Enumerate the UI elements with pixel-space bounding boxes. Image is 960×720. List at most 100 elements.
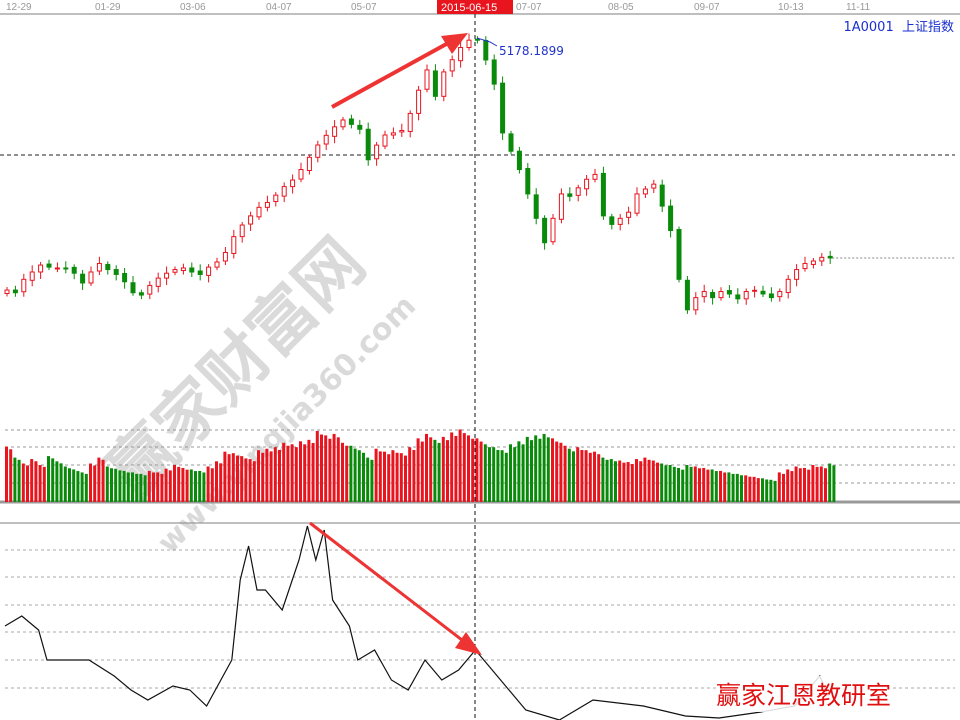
volume-bar	[5, 446, 8, 502]
x-tick-label: 11-11	[846, 2, 871, 13]
x-tick-label: 05-07	[351, 2, 377, 13]
candle	[29, 271, 35, 281]
volume-bar	[622, 462, 626, 502]
symbol-label: 1A0001 上证指数	[843, 16, 954, 35]
volume-bar	[769, 479, 773, 502]
candle	[600, 172, 606, 217]
volume-bar	[156, 472, 160, 502]
candle	[416, 89, 422, 114]
candle	[710, 291, 716, 299]
candle	[458, 47, 464, 62]
volume-bar	[832, 465, 836, 502]
x-tick-label: 12-29	[6, 2, 32, 13]
volume-bar	[635, 459, 638, 502]
volume-bar	[504, 452, 508, 502]
volume-bar	[110, 468, 113, 502]
candle	[63, 267, 69, 270]
volume-bar	[362, 452, 365, 502]
candle	[348, 118, 354, 125]
volume-bar	[601, 457, 605, 502]
candle	[365, 128, 371, 161]
volume-bar	[34, 461, 38, 502]
volume-bar	[656, 462, 659, 502]
volume-bar	[513, 447, 517, 502]
volume-bar	[572, 451, 575, 502]
volume-bar	[404, 455, 407, 502]
volume-bar	[761, 478, 764, 502]
volume-bar	[630, 464, 634, 502]
volume-bar	[223, 451, 227, 502]
candle	[768, 293, 774, 299]
candle	[743, 291, 749, 300]
volume-bar	[664, 465, 668, 502]
volume-bar	[72, 469, 76, 502]
volume-bar	[429, 437, 433, 502]
volume-bar	[773, 480, 777, 502]
volume-bar	[315, 430, 319, 502]
candle	[735, 294, 741, 300]
volume-bar	[152, 472, 155, 502]
candle	[827, 255, 833, 259]
candle	[701, 291, 707, 298]
volume-bar	[551, 438, 554, 502]
candle	[802, 262, 808, 270]
candle	[483, 39, 489, 61]
volume-bar	[185, 469, 189, 502]
volume-bar	[794, 466, 798, 502]
volume-bar	[51, 458, 55, 502]
volume-bar	[257, 450, 260, 502]
candle	[332, 126, 338, 137]
volume-bar	[803, 467, 806, 502]
volume-bar	[643, 457, 647, 502]
volume-bar	[118, 470, 122, 502]
candle	[508, 133, 514, 152]
volume-bar	[252, 461, 256, 502]
candle	[323, 134, 329, 145]
volume-bar	[332, 433, 336, 502]
candle	[197, 270, 203, 275]
volume-bar	[790, 471, 794, 502]
volume-bar	[538, 438, 542, 502]
volume-bar	[555, 441, 559, 502]
candle	[550, 217, 556, 243]
candle	[491, 59, 497, 85]
candle	[726, 290, 732, 295]
symbol-name: 上证指数	[901, 20, 954, 35]
candle	[180, 267, 186, 272]
volume-bar	[374, 448, 378, 502]
volume-bar	[647, 459, 651, 502]
volume-bar	[219, 463, 223, 502]
crosshair-date-box	[437, 0, 513, 14]
volume-bar	[752, 476, 756, 502]
volume-bar	[139, 473, 143, 502]
volume-bar	[593, 451, 596, 502]
candle	[147, 284, 153, 295]
volume-bar	[681, 469, 685, 502]
volume-bar	[303, 444, 307, 502]
grid	[0, 13, 960, 689]
volume-bar	[236, 455, 239, 502]
candle	[533, 194, 539, 219]
candle	[315, 144, 321, 158]
candle	[21, 278, 27, 293]
x-axis: 12-29 01-29 03-06 04-07 05-07 07-07 08-05 09-07…	[6, 2, 871, 13]
volume-bar	[727, 472, 731, 502]
volume-bar	[698, 468, 701, 502]
volume-bar	[706, 469, 710, 502]
candle	[676, 229, 682, 280]
volume-bar	[546, 437, 550, 502]
volume-bar	[210, 468, 214, 502]
volume-bar	[294, 447, 298, 502]
candle	[592, 173, 598, 180]
volume-bar	[399, 453, 403, 502]
volume-bar	[17, 459, 21, 502]
volume-bar	[471, 438, 475, 502]
x-tick-label: 01-29	[95, 2, 121, 13]
volume-bar	[189, 469, 193, 502]
volume-bar	[433, 439, 437, 502]
volume-bar	[685, 465, 689, 502]
volume-bar	[357, 450, 361, 502]
candles	[4, 33, 833, 315]
volume-bar	[416, 438, 420, 502]
candle	[432, 70, 438, 97]
